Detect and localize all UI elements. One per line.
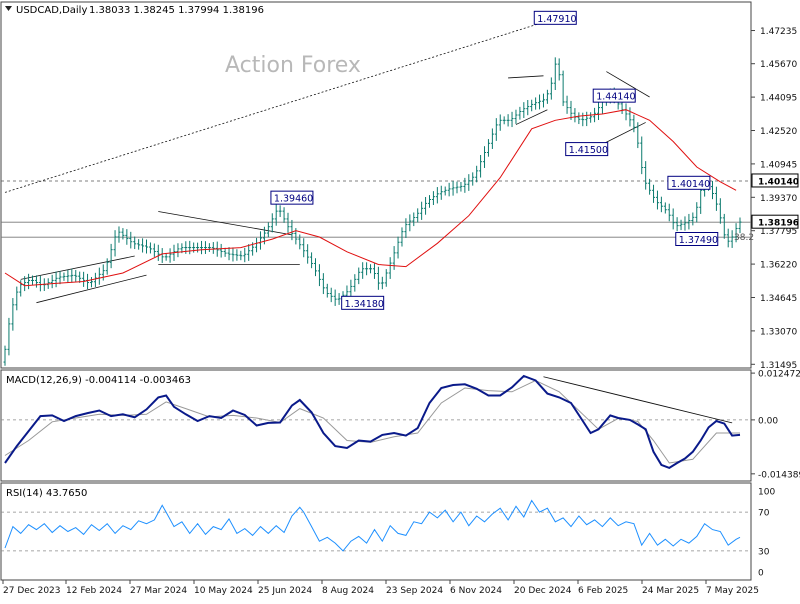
x-tick-label: 6 Nov 2024 bbox=[450, 586, 502, 596]
rsi-lines bbox=[1, 499, 751, 552]
price-tick-label: 1.44095 bbox=[760, 94, 797, 104]
macd-y-axis: 0.012472 0.00 -0.014389 bbox=[751, 370, 800, 480]
trendline-long-dotted bbox=[4, 18, 556, 193]
rsi-line bbox=[4, 499, 741, 552]
macd-tick-label: 0.00 bbox=[758, 416, 778, 426]
macd-title: MACD(12,26,9) -0.004114 -0.003463 bbox=[6, 375, 191, 386]
price-tick-label: 1.31495 bbox=[760, 361, 797, 371]
trendline-flag1-lower bbox=[515, 109, 548, 125]
price-tick-label: 1.45670 bbox=[760, 60, 797, 70]
x-tick-label: 25 Jun 2024 bbox=[258, 586, 312, 596]
price-annotation-label: 1.34180 bbox=[345, 299, 384, 310]
x-tick-label: 7 May 2025 bbox=[706, 586, 759, 596]
trendline-flag1-upper bbox=[508, 75, 544, 79]
x-axis: 27 Dec 2023 12 Feb 2024 27 Mar 2024 10 May … bbox=[2, 580, 759, 596]
price-annotation-box bbox=[533, 10, 577, 25]
macd-main-line bbox=[4, 374, 741, 470]
price-annotation-box bbox=[341, 295, 385, 310]
price-tick-label: 1.37795 bbox=[760, 227, 797, 237]
level-price-label: 1.38196 bbox=[758, 219, 799, 229]
price-annotation-label: 1.40140 bbox=[671, 179, 710, 190]
price-tick-label: 1.33070 bbox=[760, 327, 797, 337]
price-panel: Action Forex 1.47910 1.44140 1.41500 1.4014… bbox=[0, 1, 799, 371]
x-tick-label: 8 Aug 2024 bbox=[322, 586, 374, 596]
price-annotation-box bbox=[675, 231, 719, 246]
fib-ratio-label: 38.2 bbox=[734, 233, 754, 243]
ohlc-label: 1.38033 1.38245 1.37994 1.38196 bbox=[89, 5, 264, 16]
price-annotation-label: 1.39460 bbox=[274, 194, 313, 205]
macd-tick-label: 0.012472 bbox=[758, 370, 800, 380]
x-tick-label: 20 Dec 2024 bbox=[514, 586, 572, 596]
x-tick-label: 6 Feb 2025 bbox=[578, 586, 628, 596]
level-price-box bbox=[751, 173, 799, 188]
price-tick-label: 1.40945 bbox=[760, 160, 797, 170]
rsi-panel: 100 70 30 0 RSI(14) 43.7650 bbox=[0, 482, 775, 581]
price-tick-label: 1.42520 bbox=[760, 127, 797, 137]
rsi-tick-label: 30 bbox=[758, 547, 770, 557]
moving-average-line bbox=[4, 109, 737, 287]
price-annotation-label: 1.37490 bbox=[679, 235, 718, 246]
price-tick-label: 1.39370 bbox=[760, 194, 797, 204]
price-header: USDCAD,Daily 1.38033 1.38245 1.37994 1.3… bbox=[5, 5, 264, 16]
trendline-channel-lower bbox=[36, 274, 147, 304]
trendline-triangle-upper bbox=[158, 211, 292, 236]
rsi-tick-label: 0 bbox=[758, 569, 764, 579]
level-price-label: 1.40140 bbox=[758, 177, 799, 187]
macd-tick-label: -0.014389 bbox=[758, 470, 800, 480]
rsi-tick-label: 100 bbox=[758, 488, 775, 498]
price-annotation-box bbox=[270, 190, 314, 205]
price-annotation-box bbox=[667, 175, 711, 190]
rsi-y-axis: 100 70 30 0 bbox=[758, 488, 775, 579]
price-annotation-label: 1.47910 bbox=[537, 14, 576, 25]
symbol-label: USDCAD,Daily bbox=[16, 5, 87, 16]
price-annotation-label: 1.44140 bbox=[596, 92, 635, 103]
level-price-box bbox=[751, 214, 799, 229]
price-annotation-box bbox=[592, 88, 636, 103]
price-annotations: 1.47910 1.44140 1.41500 1.40140 1.39460 1.374… bbox=[270, 10, 719, 310]
price-annotation-label: 1.41500 bbox=[569, 145, 608, 156]
x-tick-label: 27 Mar 2024 bbox=[130, 586, 187, 596]
x-tick-label: 12 Feb 2024 bbox=[66, 586, 122, 596]
price-y-axis: 1.47235 1.45670 1.44095 1.42520 1.40945 1.393… bbox=[751, 27, 799, 371]
rsi-title: RSI(14) 43.7650 bbox=[6, 488, 87, 499]
price-tick-label: 1.36220 bbox=[760, 261, 797, 271]
macd-panel-frame bbox=[0, 369, 752, 482]
x-tick-label: 10 May 2024 bbox=[194, 586, 253, 596]
watermark-text: Action Forex bbox=[225, 53, 361, 78]
trendline-flag2-upper bbox=[606, 71, 650, 98]
macd-trendline bbox=[543, 376, 733, 424]
macd-lines bbox=[1, 374, 751, 470]
x-tick-label: 24 Mar 2025 bbox=[642, 586, 699, 596]
dropdown-triangle-icon[interactable] bbox=[5, 6, 12, 11]
x-tick-label: 27 Dec 2023 bbox=[3, 586, 61, 596]
x-tick-label: 23 Sep 2024 bbox=[386, 586, 443, 596]
macd-panel: 0.012472 0.00 -0.014389 MACD(12,26,9) -0.0… bbox=[0, 369, 800, 482]
price-annotation-box bbox=[565, 142, 609, 157]
price-tick-label: 1.34645 bbox=[760, 294, 797, 304]
rsi-tick-label: 70 bbox=[758, 509, 770, 519]
price-panel-frame bbox=[0, 1, 752, 369]
trendline-channel-upper bbox=[20, 255, 135, 280]
price-levels bbox=[1, 180, 751, 238]
price-tick-label: 1.47235 bbox=[760, 27, 797, 37]
